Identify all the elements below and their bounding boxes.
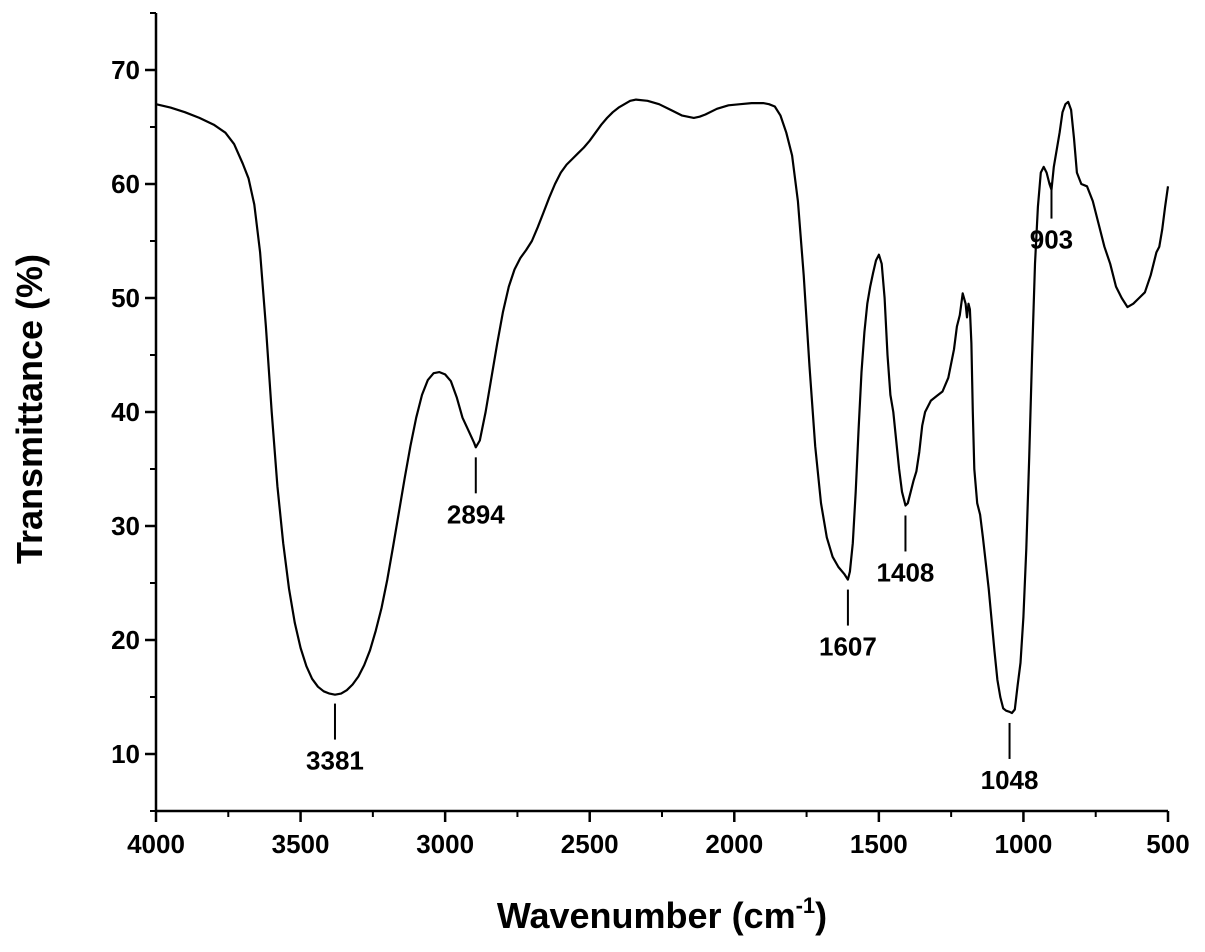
x-tick-label: 1000 [995, 829, 1053, 859]
y-tick-label: 20 [111, 625, 140, 655]
x-tick-label: 2000 [705, 829, 763, 859]
x-axis-title-main: Wavenumber (cm [497, 895, 796, 936]
x-tick-label: 1500 [850, 829, 908, 859]
y-tick-label: 50 [111, 283, 140, 313]
y-axis-ticks: 10 20 30 40 50 60 70 [111, 12, 156, 812]
x-tick-label: 4000 [127, 829, 185, 859]
x-tick-label: 500 [1146, 829, 1189, 859]
peak-label: 1408 [877, 557, 935, 587]
peak-label: 3381 [306, 746, 364, 776]
y-axis-title: Transmittance (%) [9, 254, 50, 564]
y-tick-label: 60 [111, 169, 140, 199]
spectrum-line [155, 98, 1170, 715]
peak-label: 2894 [447, 499, 505, 529]
x-tick-label: 3500 [272, 829, 330, 859]
y-tick-label: 10 [111, 739, 140, 769]
y-tick-label: 30 [111, 511, 140, 541]
x-axis-title: Wavenumber (cm-1) [497, 893, 827, 936]
peak-label: 1048 [981, 765, 1039, 795]
y-tick-label: 40 [111, 397, 140, 427]
x-axis-title-suffix: ) [815, 895, 827, 936]
x-axis-title-superscript: -1 [796, 893, 816, 918]
peak-label: 1607 [819, 632, 877, 662]
x-tick-label: 3000 [416, 829, 474, 859]
peak-label: 903 [1030, 225, 1073, 255]
x-tick-label: 2500 [561, 829, 619, 859]
peak-annotations: 3381 2894 1607 1408 1048 903 [306, 182, 1073, 795]
x-axis-ticks: 4000 3500 3000 2500 2000 1500 1000 500 [127, 811, 1190, 859]
y-tick-label: 70 [111, 55, 140, 85]
